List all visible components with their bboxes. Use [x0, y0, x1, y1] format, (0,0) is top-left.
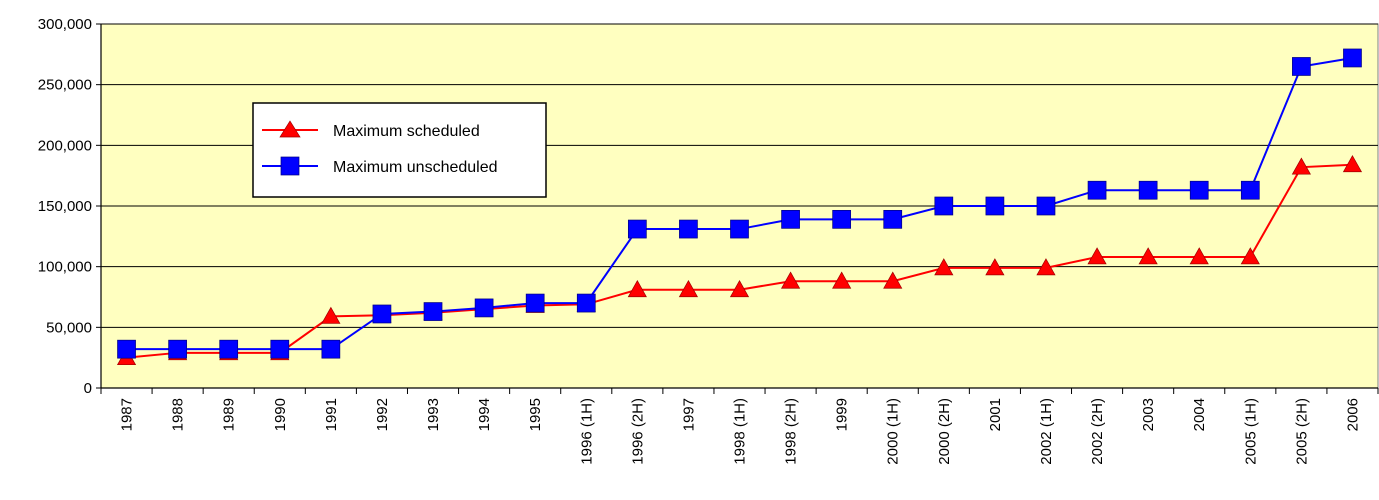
data-point-scheduled [1189, 247, 1209, 265]
x-tick-label: 2004 [1191, 398, 1208, 431]
data-point-unscheduled [1087, 180, 1107, 200]
data-point-scheduled [1036, 258, 1056, 276]
data-point-scheduled [1240, 247, 1260, 265]
data-point-unscheduled [219, 339, 239, 359]
x-tick-label: 1988 [170, 398, 187, 431]
x-tick-label: 2000 (1H) [885, 398, 902, 465]
legend-marker-square [280, 156, 300, 176]
x-tick-label: 2005 (2H) [1293, 398, 1310, 465]
data-point-unscheduled [423, 302, 443, 321]
data-point-unscheduled [1138, 180, 1158, 200]
data-point-scheduled [678, 280, 699, 298]
data-point-unscheduled [270, 339, 290, 359]
x-tick-label: 1993 [425, 398, 442, 431]
data-point-scheduled [321, 306, 341, 324]
data-point-unscheduled [474, 298, 494, 318]
x-tick-label: 1994 [476, 398, 493, 431]
data-point-unscheduled [1189, 180, 1209, 200]
data-point-unscheduled [883, 209, 903, 229]
data-point-unscheduled [576, 293, 596, 313]
data-point-unscheduled [679, 219, 698, 239]
data-point-unscheduled [1240, 180, 1260, 200]
data-point-unscheduled [934, 196, 954, 216]
y-tick-label: 200,000 [38, 137, 92, 154]
x-tick-label: 2003 [1140, 398, 1157, 431]
y-tick-label: 100,000 [38, 259, 92, 276]
y-tick-label: 300,000 [38, 16, 92, 33]
data-point-unscheduled [372, 304, 392, 324]
x-tick-label: 2000 (2H) [936, 398, 953, 465]
data-point-unscheduled [168, 339, 187, 359]
legend: Maximum scheduled Maximum unscheduled [252, 102, 547, 198]
legend-box [252, 102, 547, 198]
data-point-scheduled [1138, 247, 1158, 265]
data-point-unscheduled [1036, 196, 1056, 216]
x-tick-label: 1999 [834, 398, 851, 431]
data-point-unscheduled [985, 196, 1005, 216]
x-tick-label: 1991 [323, 398, 340, 431]
x-tick-label: 1996 (1H) [578, 398, 595, 465]
y-tick-label: 250,000 [38, 77, 92, 94]
data-point-unscheduled [730, 219, 749, 239]
data-point-unscheduled [1292, 57, 1311, 76]
data-point-scheduled [1342, 155, 1363, 173]
data-point-scheduled [1087, 247, 1107, 265]
y-tick-label: 0 [84, 380, 92, 397]
legend-marker-triangle [279, 120, 301, 138]
data-point-unscheduled [117, 339, 136, 359]
x-tick-label: 2002 (1H) [1038, 398, 1055, 465]
data-point-unscheduled [321, 339, 341, 359]
x-tick-label: 1992 [374, 398, 391, 431]
data-point-scheduled [1291, 157, 1311, 175]
x-tick-label: 1989 [221, 398, 238, 431]
legend-label-scheduled: Maximum scheduled [333, 123, 480, 140]
data-point-unscheduled [1343, 48, 1362, 68]
x-tick-label: 1998 (1H) [732, 398, 749, 465]
series-group [116, 48, 1363, 366]
axes: 0 50,000 100,000 150,000 200,000 250,000 300,0… [38, 16, 1379, 465]
x-tick-label: 1996 (2H) [629, 398, 646, 465]
x-tick-label: 2006 [1344, 398, 1361, 431]
x-tick-label: 1987 [119, 398, 136, 431]
data-point-scheduled [883, 271, 903, 289]
x-tick-label: 1998 (2H) [783, 398, 800, 465]
x-tick-label: 1995 [527, 398, 544, 431]
data-point-unscheduled [832, 209, 852, 229]
data-point-scheduled [934, 258, 954, 276]
data-point-scheduled [985, 258, 1005, 276]
x-tick-label: 2002 (2H) [1089, 398, 1106, 465]
data-point-scheduled [832, 271, 852, 289]
data-point-scheduled [780, 271, 801, 289]
data-point-unscheduled [525, 293, 545, 313]
data-point-unscheduled [781, 209, 800, 229]
x-tick-label: 1990 [272, 398, 289, 431]
data-point-unscheduled [627, 219, 647, 239]
data-point-scheduled [729, 280, 750, 298]
x-tick-label: 2001 [987, 398, 1004, 431]
legend-label-unscheduled: Maximum unscheduled [333, 159, 498, 176]
x-tick-label: 2005 (1H) [1242, 398, 1259, 465]
x-tick-label: 1997 [680, 398, 697, 431]
data-point-scheduled [627, 280, 647, 298]
y-tick-label: 150,000 [38, 198, 92, 215]
y-tick-label: 50,000 [46, 319, 92, 336]
